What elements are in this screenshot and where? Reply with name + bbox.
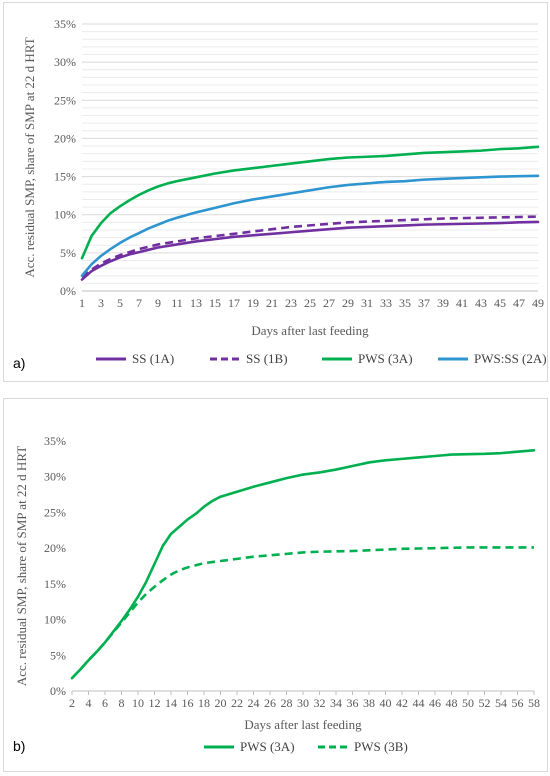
chart-panel-b: 0% 5% 10% 15% 20% 25% 30% 35% 2 4 6 8 10 12 14 16 18 20 22… [3,398,548,772]
y-axis-label: Acc. residual SMP, share of SMP at 22 d … [14,446,29,686]
x-tick-label: 20 [215,696,227,710]
x-tick-label: 35 [399,296,411,310]
x-tick-label: 28 [281,696,293,710]
y-tick-label: 10% [44,613,66,627]
x-tick-label: 47 [513,296,525,310]
y-tick-label: 15% [44,577,66,591]
x-tick-label: 50 [462,696,474,710]
x-tick-label: 1 [79,296,85,310]
x-tick-label: 22 [231,696,243,710]
x-tick-label: 44 [413,696,425,710]
x-tick-label: 12 [149,696,161,710]
series-line-2 [71,546,534,680]
x-tick-label: 52 [479,696,491,710]
x-tick-label: 7 [136,296,142,310]
legend-label: SS (1B) [246,351,288,366]
x-tick-label: 32 [314,696,326,710]
x-tick-label: 16 [182,696,194,710]
x-axis-label: Days after last feeding [251,323,369,338]
x-tick-label: 56 [512,696,524,710]
x-tick-label: 37 [418,296,430,310]
x-tick-label: 29 [342,296,354,310]
y-tick-label: 25% [54,93,76,107]
x-tick-label: 54 [495,696,507,710]
panel-label: a) [13,355,25,371]
x-tick-label: 18 [198,696,210,710]
x-tick-label: 31 [361,296,373,310]
x-tick-label: 30 [297,696,309,710]
x-tick-label: 45 [494,296,506,310]
x-tick-label: 48 [446,696,458,710]
x-tick-label: 49 [532,296,544,310]
y-tick-label: 0% [50,684,66,698]
x-tick-label: 33 [380,296,392,310]
x-tick-label: 36 [347,696,359,710]
x-tick-label: 34 [330,696,342,710]
x-tick-label: 2 [69,696,75,710]
line-chart-a: 0%5%10%15%20%25%30%35%1 3 5 7 9 11 13 15 17 19 21 2… [13,17,547,371]
y-tick-label: 30% [54,55,76,69]
x-tick-label: 14 [165,696,177,710]
x-tick-label: 42 [396,696,408,710]
line-chart-b: 0%5%10%15%20%25%30%35%2 4 6 8 10 12 14 16 18 20 22… [13,434,540,754]
y-tick-label: 5% [50,648,66,662]
x-tick-label: 19 [247,296,259,310]
x-tick-label: 11 [171,296,183,310]
x-tick-label: 5 [117,296,123,310]
x-tick-label: 23 [285,296,297,310]
x-tick-label: 21 [266,296,278,310]
x-tick-label: 6 [102,696,108,710]
x-tick-label: 40 [380,696,392,710]
legend-label: PWS (3B) [354,739,408,754]
x-tick-label: 3 [98,296,104,310]
x-tick-label: 46 [429,696,441,710]
y-tick-label: 20% [54,131,76,145]
x-tick-label: 15 [209,296,221,310]
series-line-3 [80,145,540,260]
series-line-1 [70,448,536,680]
panel-label: b) [13,738,25,754]
x-tick-label: 39 [437,296,449,310]
series-line-1 [80,220,540,281]
x-tick-label: 27 [323,296,335,310]
y-tick-label: 10% [54,208,76,222]
x-axis-label: Days after last feeding [244,717,362,732]
y-tick-label: 5% [60,246,76,260]
y-tick-label: 0% [60,284,76,298]
legend-label: PWS (3A) [240,739,295,754]
x-tick-label: 25 [304,296,316,310]
legend-label: PWS (3A) [358,351,413,366]
y-tick-label: 35% [54,17,76,31]
x-tick-label: 9 [155,296,161,310]
x-tick-label: 24 [248,696,260,710]
series-line-2 [81,215,539,279]
y-tick-label: 30% [44,470,66,484]
x-tick-label: 41 [456,296,468,310]
y-tick-label: 25% [44,505,66,519]
y-tick-label: 35% [44,434,66,448]
x-tick-label: 43 [475,296,487,310]
legend-label: PWS:SS (2A) [474,351,547,366]
x-tick-label: 38 [363,696,375,710]
x-tick-label: 10 [132,696,144,710]
x-tick-label: 4 [86,696,92,710]
x-tick-label: 13 [190,296,202,310]
x-tick-label: 8 [119,696,125,710]
y-tick-label: 15% [54,170,76,184]
x-tick-label: 26 [264,696,276,710]
x-tick-label: 17 [228,296,240,310]
y-tick-label: 20% [44,541,66,555]
series-line-4 [80,174,540,278]
y-axis-label: Acc. residual SMP, share of SMP at 22 d … [22,37,37,277]
x-tick-label: 58 [528,696,540,710]
legend-label: SS (1A) [132,351,174,366]
chart-panel-a: 0% 5% 10% 15% 20% 25% 30% 35% 1 3 5 7 9 11 13 15 17 19 21 2… [3,2,548,382]
